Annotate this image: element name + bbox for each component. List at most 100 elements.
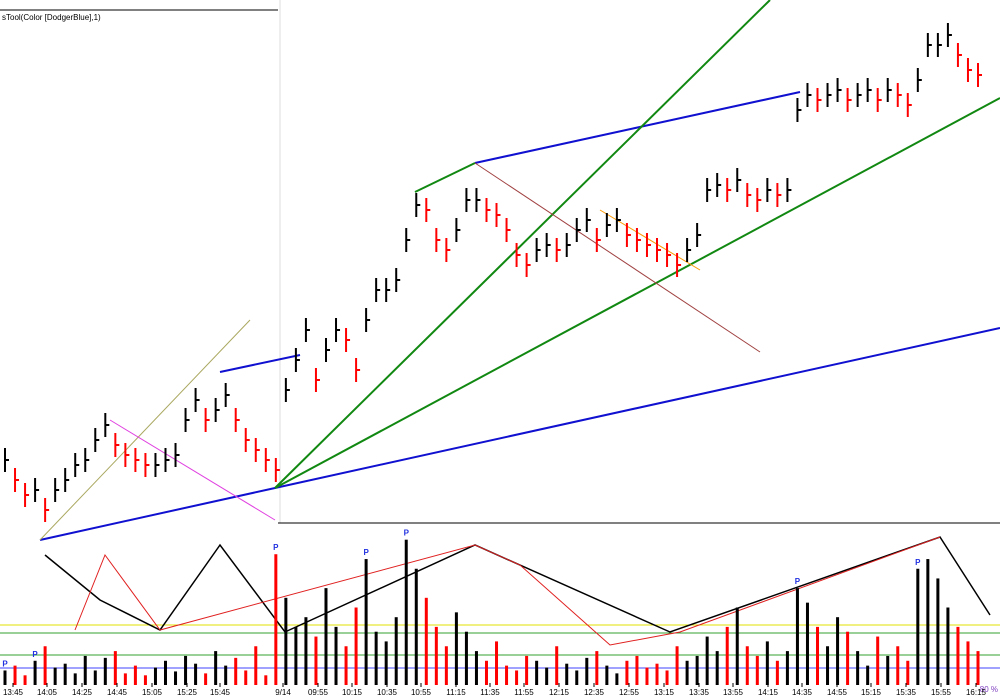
volume-bar [264, 675, 268, 685]
volume-bar [695, 655, 699, 685]
volume-bar [73, 673, 77, 685]
trend-line [39, 319, 251, 541]
zoom-label: 80 % [980, 685, 998, 694]
trend-line [474, 91, 801, 164]
volume-bar [254, 646, 258, 685]
volume-bar [795, 588, 799, 685]
zigzag [74, 536, 941, 646]
volume-bar [805, 602, 809, 685]
pivot-label: P [32, 650, 38, 659]
volume-bar [234, 657, 238, 685]
volume-bar [204, 673, 208, 685]
volume-bar [153, 667, 157, 685]
volume-bar [655, 663, 659, 685]
trend-line [474, 162, 761, 353]
pivot-label: P [2, 659, 8, 668]
volume-bar [133, 665, 137, 685]
x-tick-label: 15:45 [210, 688, 231, 697]
volume-bar [535, 660, 539, 685]
volume-bar [194, 663, 198, 685]
volume-bar [976, 651, 980, 685]
pivot-label: P [915, 558, 921, 567]
volume-bar [354, 607, 358, 685]
trend-line [219, 354, 301, 373]
volume-bar [344, 646, 348, 685]
volume-bar [174, 671, 178, 685]
volume-bar [244, 670, 248, 685]
trend-line [414, 162, 476, 193]
volume-bar [886, 655, 890, 685]
x-tick-label: 9/14 [275, 688, 291, 697]
volume-bar [364, 559, 368, 685]
pivot-label: P [363, 548, 369, 557]
volume-bar [906, 660, 910, 685]
volume-bar [665, 670, 669, 685]
x-tick-label: 13:15 [654, 688, 675, 697]
volume-bar [936, 578, 940, 685]
volume-bar [615, 673, 619, 685]
volume-bar [103, 657, 107, 685]
volume-bar [956, 626, 960, 685]
volume-bar [785, 651, 789, 685]
volume-bar [23, 675, 27, 685]
x-tick-label: 14:55 [827, 688, 848, 697]
trend-line [599, 209, 701, 271]
x-tick-label: 14:05 [37, 688, 58, 697]
trend-line [274, 97, 1000, 489]
pivot-label: P [795, 577, 801, 586]
volume-bar [725, 626, 729, 685]
volume-bar [404, 539, 408, 685]
volume-bar [846, 631, 850, 685]
volume-bar [214, 651, 218, 685]
volume-bar [454, 612, 458, 685]
volume-bar [926, 559, 930, 685]
volume-bar [53, 667, 57, 685]
trend-line [109, 419, 276, 521]
volume-bar [515, 670, 519, 685]
volume-bar [635, 655, 639, 685]
volume-bar [93, 670, 97, 685]
volume-bar [715, 651, 719, 685]
zigzag [44, 536, 991, 633]
x-tick-label: 16:15 [966, 688, 987, 697]
volume-bar [304, 617, 308, 685]
x-tick-label: 10:15 [342, 688, 363, 697]
x-tick-label: 15:05 [142, 688, 163, 697]
volume-bar [816, 626, 820, 685]
trend-line [39, 327, 1000, 541]
volume-bar [63, 663, 67, 685]
volume-bar [625, 660, 629, 685]
x-tick-label: 14:45 [107, 688, 128, 697]
volume-bar [876, 636, 880, 685]
volume-bar [464, 631, 468, 685]
volume-bar [565, 663, 569, 685]
x-tick-label: 11:55 [514, 688, 534, 697]
volume-bar [414, 568, 418, 685]
volume-bar [585, 657, 589, 685]
volume-bar [705, 636, 709, 685]
x-tick-label: 15:35 [896, 688, 917, 697]
volume-bar [394, 617, 398, 685]
volume-bar [274, 554, 278, 685]
volume-bar [113, 651, 117, 685]
volume-bar [384, 641, 388, 685]
x-tick-label: 10:35 [377, 688, 398, 697]
x-tick-label: 14:15 [758, 688, 779, 697]
volume-bar [595, 651, 599, 685]
volume-bar [856, 651, 860, 685]
volume-bar [424, 597, 428, 685]
volume-bar [826, 646, 830, 685]
volume-bar [545, 667, 549, 685]
volume-bar [525, 655, 529, 685]
volume-bar [836, 617, 840, 685]
x-tick-label: 11:35 [480, 688, 500, 697]
volume-bar [866, 665, 870, 685]
volume-bar [946, 607, 950, 685]
x-tick-label: 12:35 [584, 688, 605, 697]
volume-bar [374, 631, 378, 685]
volume-bar [755, 655, 759, 685]
volume-bar [605, 665, 609, 685]
trend-line [274, 0, 771, 489]
volume-bar [896, 646, 900, 685]
